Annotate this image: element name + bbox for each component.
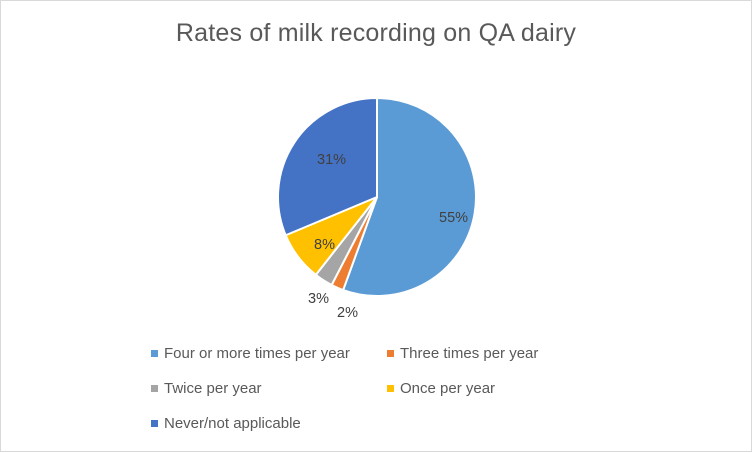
chart-title: Rates of milk recording on QA dairy bbox=[175, 19, 577, 47]
pie-slice-four-or-more bbox=[342, 97, 477, 297]
pie-slices bbox=[277, 97, 477, 297]
data-label-never: 31% bbox=[317, 152, 346, 168]
data-label-three-times: 2% bbox=[337, 305, 358, 321]
pie-data-labels: 55% 2% 3% 8% 31% bbox=[308, 152, 468, 321]
pie-slice-never bbox=[277, 97, 378, 237]
data-label-once: 8% bbox=[314, 237, 335, 253]
data-label-twice: 3% bbox=[308, 291, 329, 307]
data-label-four-or-more: 55% bbox=[439, 210, 468, 226]
